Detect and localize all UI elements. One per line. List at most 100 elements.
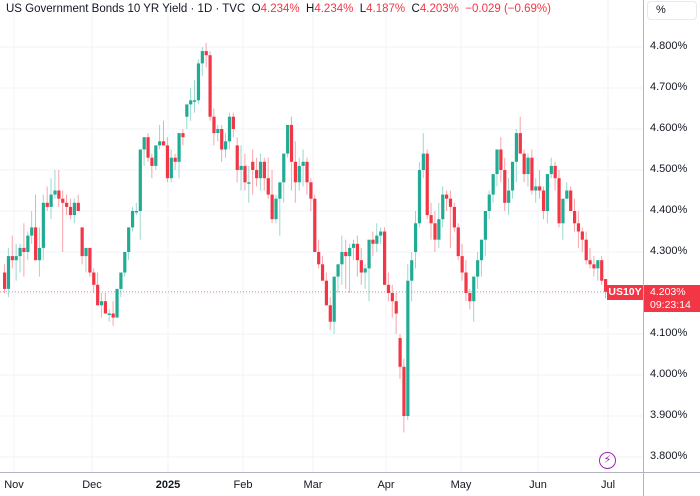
- candle[interactable]: [92, 268, 96, 293]
- candle[interactable]: [445, 190, 449, 212]
- candle[interactable]: [289, 116, 294, 191]
- candle[interactable]: [324, 272, 329, 306]
- candle[interactable]: [541, 186, 546, 220]
- candle[interactable]: [433, 211, 437, 252]
- candle[interactable]: [107, 309, 111, 322]
- candle[interactable]: [88, 247, 92, 277]
- candle[interactable]: [37, 227, 42, 277]
- candle[interactable]: [243, 153, 247, 191]
- candle[interactable]: [239, 145, 243, 191]
- candle[interactable]: [282, 153, 286, 203]
- candle[interactable]: [154, 145, 158, 170]
- candle[interactable]: [150, 153, 154, 179]
- candle[interactable]: [576, 211, 581, 248]
- candle[interactable]: [297, 157, 301, 191]
- candle[interactable]: [134, 202, 139, 216]
- candle[interactable]: [6, 247, 11, 298]
- candle[interactable]: [367, 239, 371, 302]
- candle[interactable]: [231, 112, 235, 138]
- candle[interactable]: [61, 190, 65, 253]
- candle[interactable]: [45, 186, 49, 211]
- candle[interactable]: [344, 239, 348, 289]
- candle[interactable]: [429, 202, 433, 240]
- candle[interactable]: [483, 211, 487, 257]
- candle[interactable]: [305, 157, 309, 195]
- candle[interactable]: [448, 190, 453, 248]
- candle[interactable]: [41, 194, 45, 261]
- candle[interactable]: [569, 186, 573, 211]
- candle[interactable]: [266, 157, 270, 199]
- candle[interactable]: [452, 202, 456, 232]
- candle[interactable]: [185, 104, 189, 129]
- candle[interactable]: [293, 141, 298, 203]
- candle[interactable]: [84, 247, 88, 273]
- candle[interactable]: [224, 133, 228, 158]
- candle[interactable]: [26, 231, 30, 261]
- candle[interactable]: [414, 211, 418, 269]
- candle[interactable]: [355, 235, 360, 277]
- candle[interactable]: [499, 137, 503, 183]
- candle[interactable]: [561, 198, 565, 240]
- candle[interactable]: [518, 116, 522, 154]
- candle[interactable]: [359, 247, 363, 285]
- candle[interactable]: [394, 293, 398, 334]
- candle[interactable]: [476, 252, 480, 289]
- candle[interactable]: [565, 182, 569, 199]
- candle[interactable]: [464, 260, 468, 302]
- candle[interactable]: [332, 276, 336, 334]
- candle[interactable]: [398, 334, 402, 380]
- candle[interactable]: [76, 194, 80, 211]
- candle[interactable]: [258, 153, 263, 191]
- candle[interactable]: [592, 256, 596, 277]
- candle[interactable]: [130, 206, 135, 232]
- candle[interactable]: [14, 243, 18, 281]
- candle[interactable]: [363, 264, 367, 289]
- candle[interactable]: [491, 174, 495, 203]
- candle[interactable]: [441, 186, 445, 228]
- candle[interactable]: [514, 129, 519, 183]
- candle[interactable]: [340, 235, 344, 285]
- candle[interactable]: [530, 149, 534, 195]
- candle[interactable]: [192, 79, 197, 113]
- candle[interactable]: [468, 288, 472, 310]
- candle[interactable]: [406, 264, 410, 421]
- candle[interactable]: [204, 42, 208, 68]
- candle[interactable]: [410, 252, 414, 302]
- candle[interactable]: [503, 157, 507, 211]
- candle[interactable]: [146, 133, 150, 162]
- candle[interactable]: [3, 264, 7, 293]
- candle[interactable]: [161, 120, 166, 146]
- candle[interactable]: [247, 165, 251, 203]
- candle[interactable]: [165, 137, 170, 183]
- candle[interactable]: [212, 108, 216, 146]
- candle[interactable]: [119, 272, 123, 298]
- candle[interactable]: [313, 194, 317, 252]
- candle[interactable]: [351, 239, 356, 261]
- candle[interactable]: [220, 124, 224, 162]
- candle[interactable]: [255, 157, 259, 187]
- candle[interactable]: [588, 247, 592, 269]
- candle[interactable]: [127, 227, 131, 261]
- candle[interactable]: [173, 153, 177, 170]
- candle[interactable]: [534, 178, 538, 203]
- candle[interactable]: [425, 149, 429, 220]
- candle[interactable]: [309, 178, 313, 211]
- candle[interactable]: [317, 239, 321, 269]
- candle[interactable]: [274, 194, 278, 224]
- candle[interactable]: [402, 358, 406, 433]
- candle[interactable]: [538, 170, 542, 199]
- candle[interactable]: [507, 178, 511, 216]
- candle[interactable]: [227, 112, 232, 150]
- candle[interactable]: [572, 198, 577, 232]
- candle[interactable]: [115, 288, 119, 318]
- candle[interactable]: [417, 161, 422, 228]
- candle[interactable]: [510, 161, 515, 199]
- candle[interactable]: [371, 231, 375, 257]
- candle[interactable]: [270, 170, 274, 224]
- candle[interactable]: [30, 211, 34, 244]
- candle[interactable]: [553, 161, 557, 191]
- candle[interactable]: [99, 293, 104, 318]
- candle[interactable]: [142, 137, 146, 166]
- candle[interactable]: [123, 252, 127, 277]
